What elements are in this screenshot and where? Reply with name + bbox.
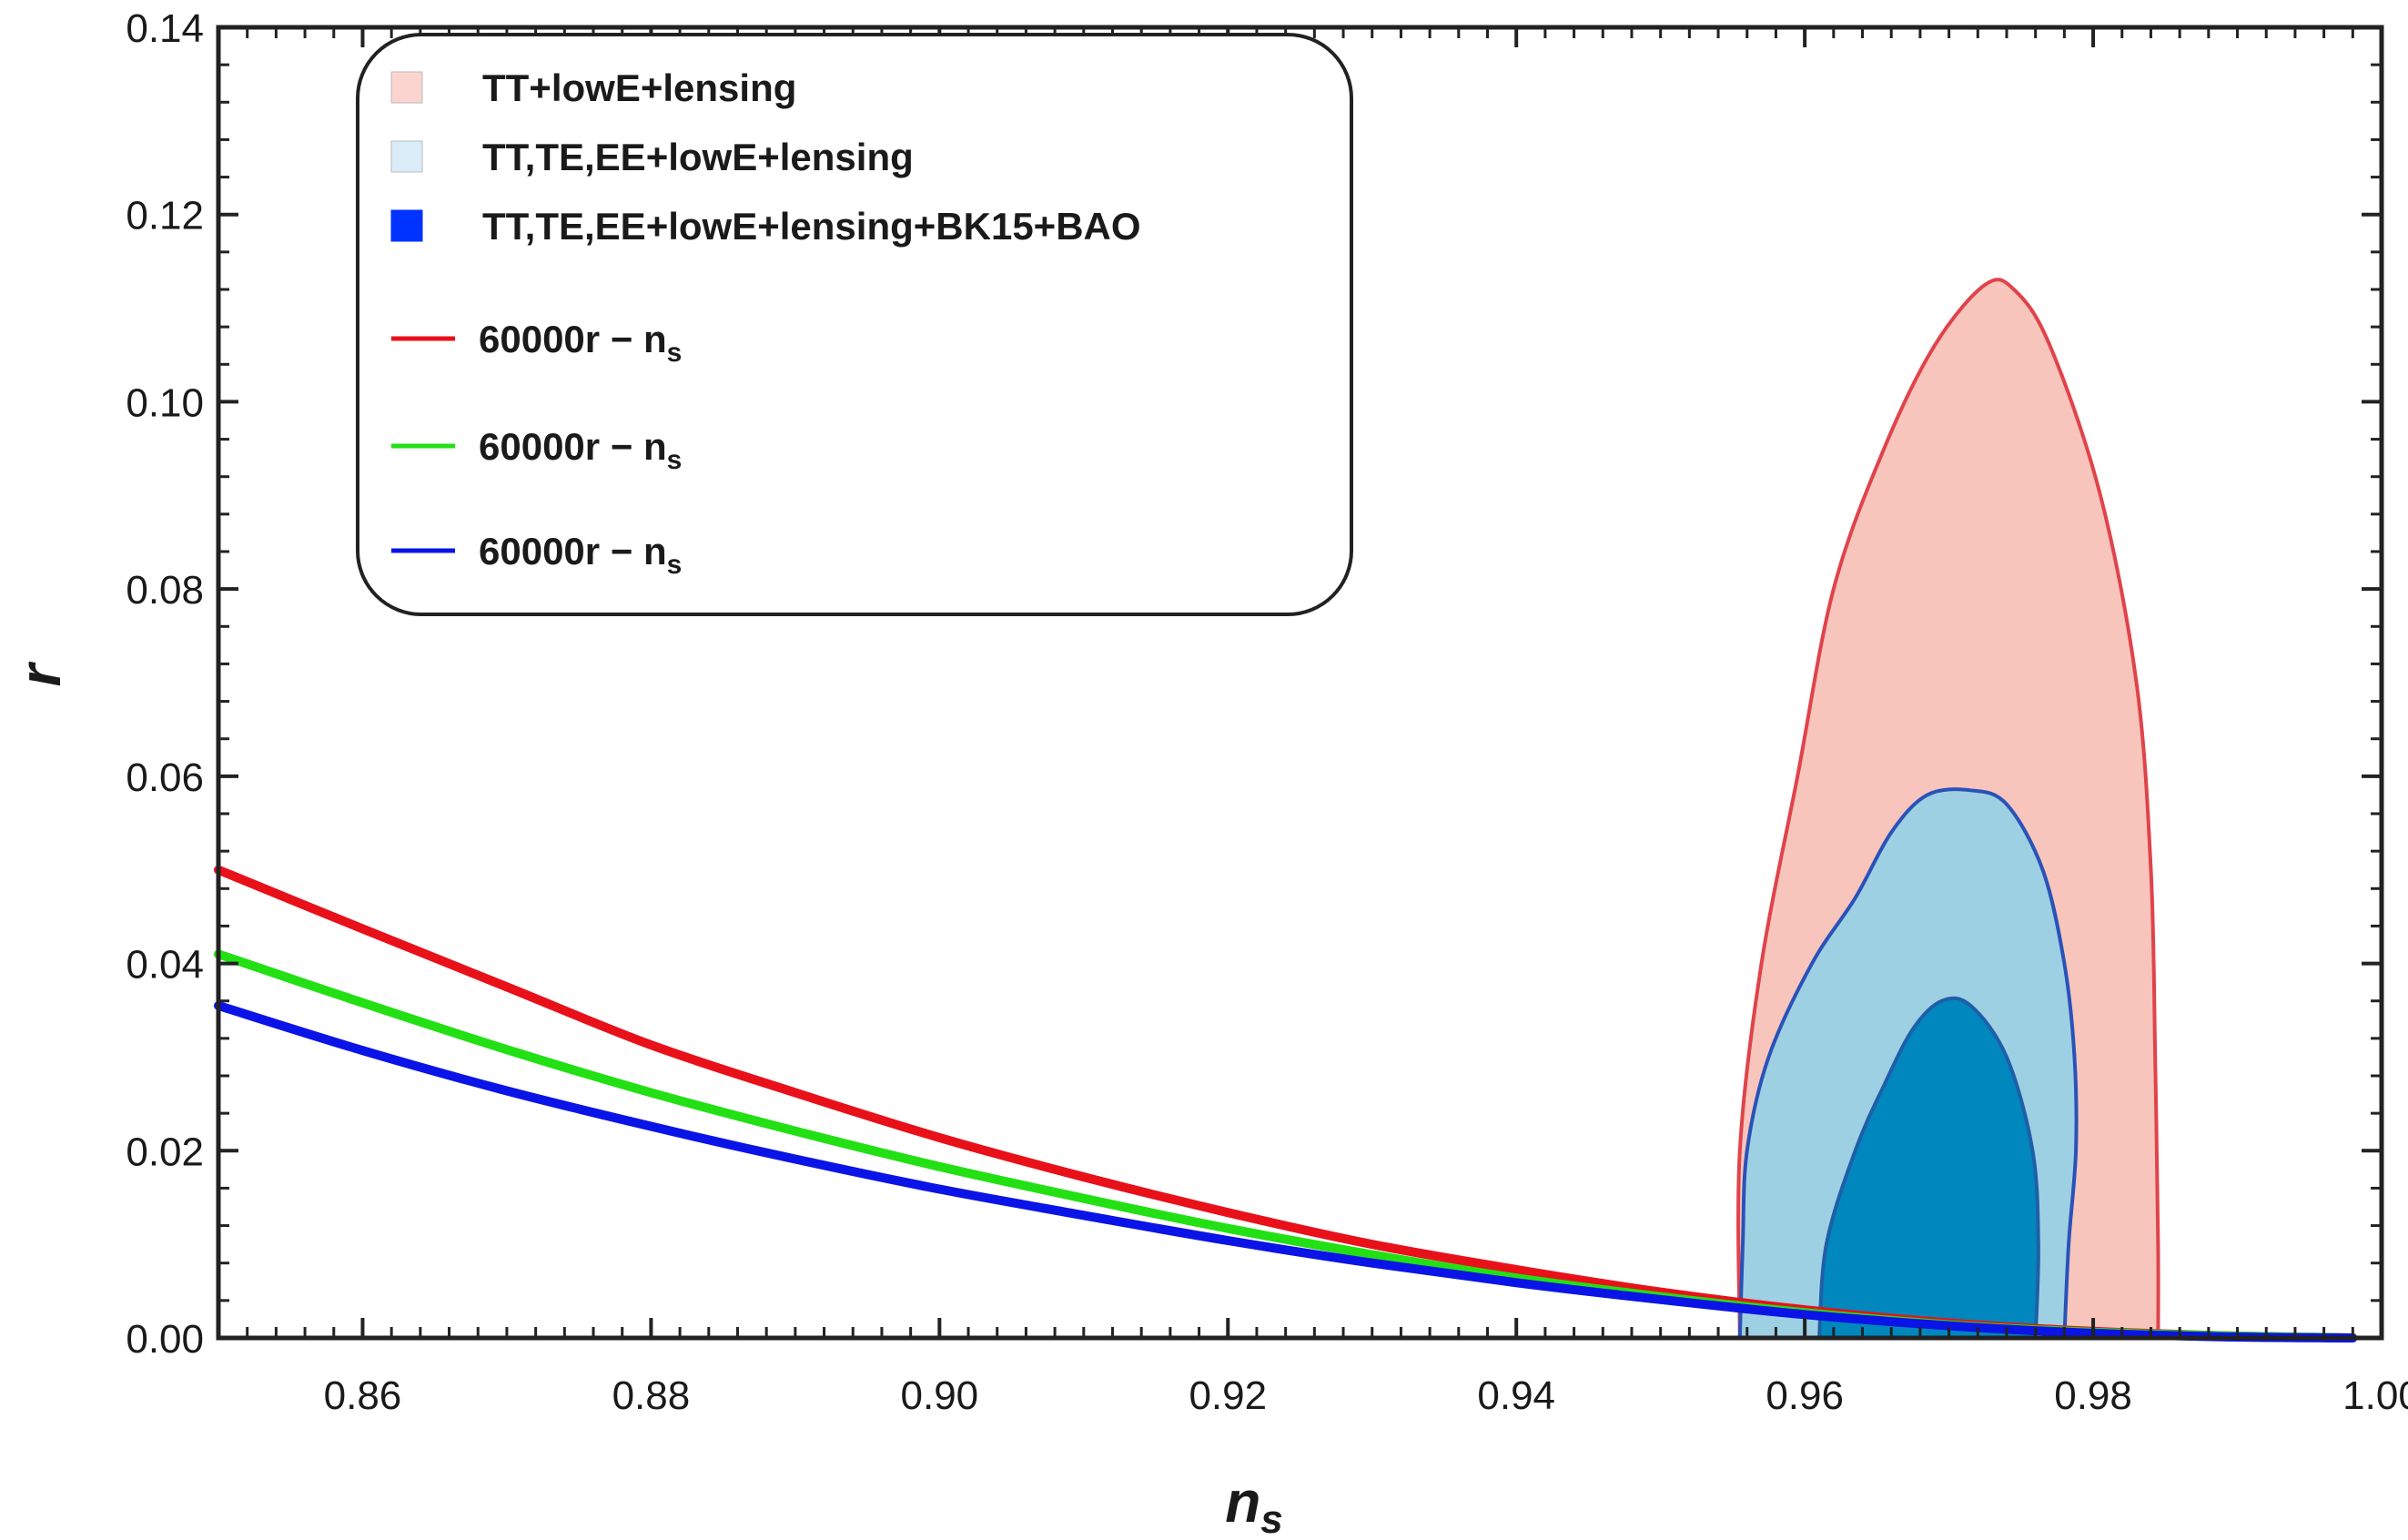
x-tick-label: 0.90 xyxy=(901,1373,979,1418)
x-tick-label: 0.96 xyxy=(1766,1373,1844,1418)
y-tick-label: 0.08 xyxy=(126,568,204,613)
legend-swatch-region-1 xyxy=(390,71,423,104)
legend-label-region-1: TT+lowE+lensing xyxy=(482,66,796,109)
x-tick-label: 0.98 xyxy=(2054,1373,2132,1418)
legend-label-curve-2: 60000r − ns xyxy=(479,425,682,475)
axis-ticks xyxy=(217,25,2383,1340)
legend-swatch-region-3 xyxy=(390,209,423,242)
x-tick-label: 0.94 xyxy=(1477,1373,1555,1418)
legend-swatch-region-2 xyxy=(390,140,423,173)
confidence-regions xyxy=(1736,278,2160,1340)
legend-items: TT+lowE+lensing TT,TE,EE+lowE+lensing TT,T… xyxy=(390,66,1141,580)
x-tick-label: 0.86 xyxy=(324,1373,402,1418)
model-curve-3 xyxy=(214,1000,2358,1342)
y-tick-label: 0.06 xyxy=(126,755,204,800)
x-tick-label: 1.00 xyxy=(2342,1373,2408,1418)
legend-label-curve-3: 60000r − ns xyxy=(479,530,682,580)
x-tick-label: 0.92 xyxy=(1189,1373,1267,1418)
y-tick-label: 0.00 xyxy=(126,1317,204,1362)
plot-frame xyxy=(216,25,2384,1341)
confidence-region-3 xyxy=(1816,996,2040,1340)
x-axis-title: ns xyxy=(1225,1469,1283,1535)
y-tick-label: 0.04 xyxy=(126,943,204,988)
x-tick-labels: 0.86 0.88 0.90 0.92 0.94 0.96 0.98 1.00 xyxy=(324,1373,2408,1418)
x-tick-label: 0.88 xyxy=(612,1373,691,1418)
model-curves xyxy=(214,865,2358,1342)
y-tick-label: 0.12 xyxy=(126,194,204,238)
y-tick-labels: 0.00 0.02 0.04 0.06 0.08 0.10 0.12 0.14 xyxy=(126,6,204,1362)
y-tick-label: 0.10 xyxy=(126,380,204,425)
legend-box xyxy=(356,33,1353,616)
legend: TT+lowE+lensing TT,TE,EE+lowE+lensing TT,T… xyxy=(356,33,1353,616)
y-tick-label: 0.14 xyxy=(126,6,204,51)
legend-label-region-3: TT,TE,EE+lowE+lensing+BK15+BAO xyxy=(482,205,1141,248)
legend-label-region-2: TT,TE,EE+lowE+lensing xyxy=(482,136,914,178)
y-tick-label: 0.02 xyxy=(126,1130,204,1174)
legend-label-curve-1: 60000r − ns xyxy=(479,318,682,368)
y-axis-title: r xyxy=(7,661,73,686)
